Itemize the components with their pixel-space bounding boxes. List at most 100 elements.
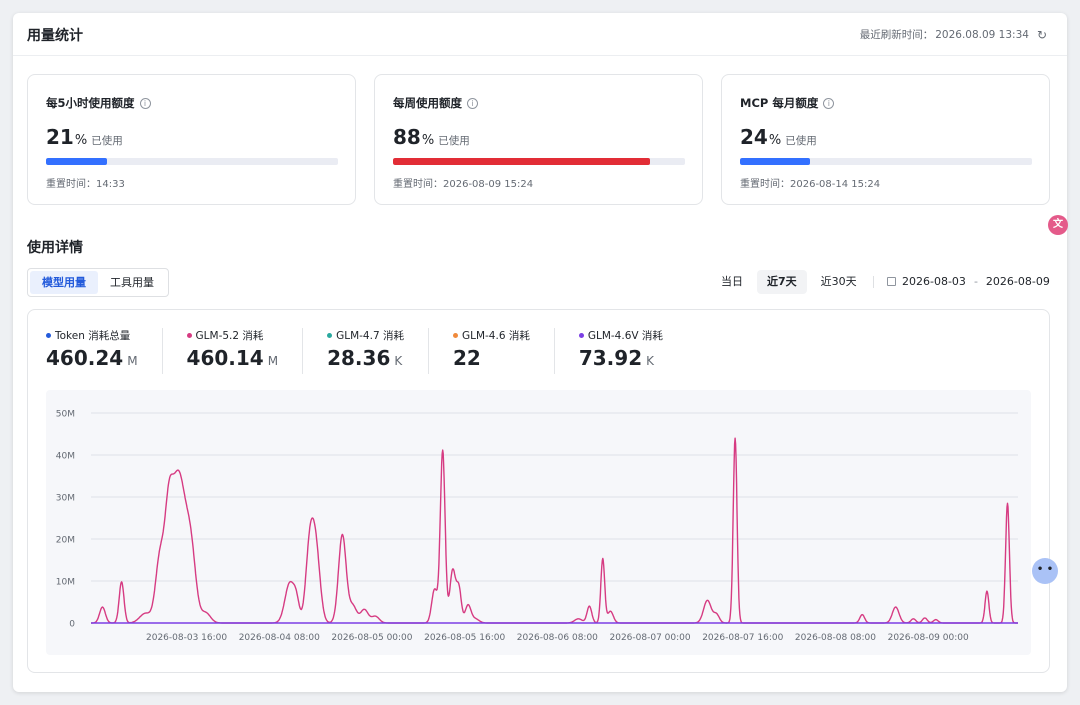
reset-info: 重置时间：2026-08-14 15:24 <box>740 175 880 190</box>
x-tick-label: 2026-08-07 00:00 <box>610 633 691 643</box>
stat-label: GLM-5.2 消耗 <box>195 330 264 342</box>
reset-time: 2026-08-14 15:24 <box>790 179 881 190</box>
line-chart: 0 10M 20M 30M 40M 50M 2026-08-03 16:00 2026-08-… <box>46 390 1031 655</box>
stat-number: 73.92 <box>578 346 643 370</box>
refresh-label: 最近刷新时间： <box>859 29 934 41</box>
stat-name: GLM-4.6 消耗 <box>452 328 530 343</box>
stat-number: 28.36 <box>327 346 391 370</box>
x-tick-label: 2026-08-03 16:00 <box>146 633 227 643</box>
info-icon[interactable]: i <box>467 97 478 109</box>
divider <box>873 276 874 288</box>
usage-panel: 用量统计 最近刷新时间： 2026.08.09 13:34 ↻ 每5小时使用额度… <box>13 13 1067 692</box>
date-end: 2026-08-09 <box>985 275 1050 288</box>
stat-value: 28.36 K <box>327 346 404 370</box>
usage-type-tabs: 模型用量 工具用量 <box>27 268 169 297</box>
legend-dot <box>452 333 458 338</box>
translate-icon[interactable]: 文 <box>1048 215 1068 235</box>
used-label: 已使用 <box>785 135 817 147</box>
quota-progress-fill <box>393 158 650 165</box>
quota-title-text: 每5小时使用额度 <box>46 96 135 110</box>
range-today[interactable]: 当日 <box>721 275 743 288</box>
stat-glm-4-6v: GLM-4.6V 消耗 73.92 K <box>578 328 687 374</box>
used-label: 已使用 <box>438 135 470 147</box>
section-title: 使用详情 <box>27 240 83 256</box>
stat-label: GLM-4.7 消耗 <box>336 330 404 342</box>
percent-symbol: % <box>421 133 435 148</box>
percent-value: 21 <box>46 125 74 149</box>
page-title: 用量统计 <box>27 28 83 44</box>
y-tick-label: 30M <box>56 494 75 504</box>
stat-name: GLM-4.7 消耗 <box>327 328 404 343</box>
reset-label: 重置时间： <box>740 179 790 190</box>
x-tick-label: 2026-08-08 08:00 <box>795 633 876 643</box>
y-tick-label: 40M <box>56 452 75 462</box>
quota-progress-bar <box>393 158 685 165</box>
stat-glm-5-2: GLM-5.2 消耗 460.14 M <box>186 328 304 374</box>
quota-percent: 88% 已使用 <box>393 125 470 149</box>
info-icon[interactable]: i <box>139 97 151 109</box>
percent-value: 24 <box>740 125 768 149</box>
refresh-time: 2026.08.09 13:34 <box>935 28 1029 41</box>
stat-unit: M <box>127 354 138 368</box>
percent-symbol: % <box>768 133 782 148</box>
percent-value: 88 <box>393 125 421 149</box>
stat-label: GLM-4.6V 消耗 <box>587 330 663 342</box>
assistant-bot-icon[interactable]: • • <box>1032 558 1058 584</box>
date-range-picker[interactable]: 2026-08-03 - 2026-08-09 <box>887 275 1050 288</box>
stat-glm-4-7: GLM-4.7 消耗 28.36 K <box>327 328 429 374</box>
stat-unit: M <box>267 354 279 368</box>
legend-dot <box>578 333 584 338</box>
x-tick-label: 2026-08-04 08:00 <box>239 633 320 643</box>
stats-row: Token 消耗总量 460.24 M GLM-5.2 消耗 460.14 M GL… <box>46 328 711 374</box>
reset-label: 重置时间： <box>393 179 443 190</box>
quota-card-title: 每5小时使用额度 i <box>46 95 151 111</box>
legend-dot <box>327 333 333 338</box>
stat-value: 22 <box>453 346 530 370</box>
reset-info: 重置时间：2026-08-09 15:24 <box>393 175 533 190</box>
used-label: 已使用 <box>91 135 123 147</box>
stat-glm-4-6: GLM-4.6 消耗 22 <box>452 328 555 374</box>
x-tick-label: 2026-08-05 16:00 <box>424 633 505 643</box>
stat-number: 460.14 <box>186 346 264 370</box>
quota-card-title: MCP 每月额度 i <box>740 95 835 111</box>
stat-value: 460.14 M <box>187 346 279 370</box>
x-tick-label: 2026-08-07 16:00 <box>702 633 783 643</box>
reset-time: 14:33 <box>96 179 125 190</box>
quota-title-text: MCP 每月额度 <box>740 96 819 110</box>
reset-label: 重置时间： <box>46 179 96 190</box>
quota-progress-bar <box>46 158 338 165</box>
quota-progress-fill <box>740 158 811 165</box>
stat-value: 73.92 K <box>579 346 663 370</box>
range-7-days[interactable]: 近7天 <box>757 270 807 294</box>
y-tick-label: 0 <box>69 620 75 630</box>
percent-symbol: % <box>74 133 88 148</box>
legend-dot <box>186 333 192 338</box>
series-line-glm-5-2 <box>90 437 1019 624</box>
stat-label: Token 消耗总量 <box>55 330 131 342</box>
stat-number: 460.24 <box>46 346 124 370</box>
range-30-days[interactable]: 近30天 <box>820 275 857 288</box>
tab-tool-usage[interactable]: 工具用量 <box>110 276 154 289</box>
stat-name: GLM-5.2 消耗 <box>186 328 279 343</box>
reset-time: 2026-08-09 15:24 <box>443 179 534 190</box>
quota-progress-fill <box>46 158 108 165</box>
quota-card-mcp: MCP 每月额度 i 24% 已使用 重置时间：2026-08-14 15:24 <box>721 74 1050 205</box>
stat-unit: K <box>394 354 403 368</box>
stat-name: Token 消耗总量 <box>46 328 138 343</box>
date-separator: - <box>973 275 978 288</box>
reset-info: 重置时间：14:33 <box>46 175 125 190</box>
range-tabs: 当日 近7天 近30天 <box>711 270 871 294</box>
calendar-icon <box>887 277 896 286</box>
tab-model-usage[interactable]: 模型用量 <box>30 271 98 294</box>
y-tick-label: 10M <box>56 578 75 588</box>
date-start: 2026-08-03 <box>902 275 966 288</box>
chart-svg: 0 10M 20M 30M 40M 50M 2026-08-03 16:00 2026-08-… <box>56 410 1019 643</box>
info-icon[interactable]: i <box>823 97 835 109</box>
y-tick-label: 20M <box>56 536 75 546</box>
stat-name: GLM-4.6V 消耗 <box>578 328 663 343</box>
refresh-icon[interactable]: ↻ <box>1036 27 1047 42</box>
y-tick-label: 50M <box>56 410 75 420</box>
refresh-status: 最近刷新时间： 2026.08.09 13:34 ↻ <box>860 27 1047 42</box>
stat-label: GLM-4.6 消耗 <box>461 330 530 342</box>
x-tick-label: 2026-08-09 00:00 <box>888 633 969 643</box>
